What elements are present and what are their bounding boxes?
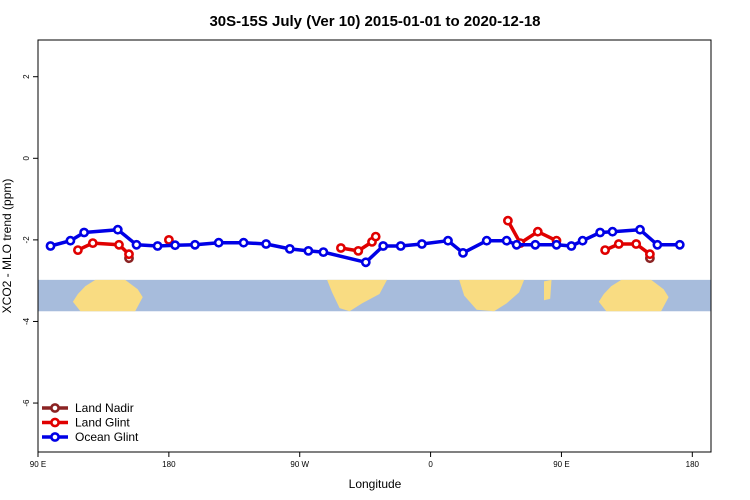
data-point-ocean-glint xyxy=(395,241,406,251)
data-point-land-glint xyxy=(600,245,610,255)
data-point-ocean-glint xyxy=(213,237,224,248)
data-point-ocean-glint xyxy=(112,224,123,235)
data-point-ocean-glint xyxy=(284,243,295,254)
data-point-land-glint xyxy=(114,239,124,250)
x-tick-label: 90 E xyxy=(30,460,46,469)
series-line-land-glint xyxy=(604,242,651,256)
chart-title: 30S-15S July (Ver 10) 2015-01-01 to 2020… xyxy=(209,13,540,30)
data-point-ocean-glint xyxy=(481,235,492,246)
data-point-ocean-glint xyxy=(261,239,271,249)
data-point-ocean-glint xyxy=(65,235,76,246)
data-point-ocean-glint xyxy=(652,239,663,250)
x-tick-label: 180 xyxy=(162,460,176,469)
data-point-ocean-glint xyxy=(566,241,577,251)
data-point-ocean-glint xyxy=(190,239,200,250)
series-land-nadir xyxy=(124,253,655,264)
data-point-ocean-glint xyxy=(152,241,163,251)
x-tick-label: 90 E xyxy=(553,460,569,469)
x-tick-label: 180 xyxy=(686,460,700,469)
y-axis: 2 0 -2 -4 -6 xyxy=(22,74,38,407)
data-point-ocean-glint xyxy=(131,239,142,250)
x-axis: 90 E 180 90 W 0 90 E 180 xyxy=(30,452,700,469)
data-point-land-glint xyxy=(87,238,98,248)
data-point-land-glint xyxy=(532,226,543,237)
map-band xyxy=(38,279,711,312)
legend-marker-land-nadir xyxy=(50,403,60,413)
data-point-land-glint xyxy=(370,231,381,242)
series-line-land-glint xyxy=(506,219,558,245)
x-axis-label: Longitude xyxy=(349,477,402,491)
data-point-land-glint xyxy=(353,245,364,256)
data-point-land-glint xyxy=(73,245,83,255)
data-point-ocean-glint xyxy=(674,239,685,250)
y-tick-label: 2 xyxy=(22,74,31,79)
data-point-ocean-glint xyxy=(416,239,427,249)
data-point-ocean-glint xyxy=(458,247,468,258)
data-point-land-glint xyxy=(163,234,174,245)
x-tick-label: 90 W xyxy=(290,460,309,469)
map-land-africa xyxy=(459,279,525,312)
data-point-ocean-glint xyxy=(45,241,56,251)
data-point-ocean-glint xyxy=(607,226,618,237)
data-point-ocean-glint xyxy=(511,239,522,250)
data-point-ocean-glint xyxy=(360,257,371,268)
map-land-australia-east xyxy=(598,279,669,312)
map-land-australia xyxy=(72,279,143,312)
data-point-land-glint xyxy=(645,249,655,260)
data-point-ocean-glint xyxy=(577,235,588,246)
x-tick-label: 0 xyxy=(428,460,433,469)
map-land-madagascar xyxy=(544,279,552,301)
data-point-ocean-glint xyxy=(443,235,453,246)
plot-frame xyxy=(37,39,712,453)
data-point-ocean-glint xyxy=(238,237,249,248)
data-point-ocean-glint xyxy=(551,239,562,250)
data-point-land-glint xyxy=(613,239,624,249)
data-point-ocean-glint xyxy=(318,247,329,257)
data-point-ocean-glint xyxy=(303,245,314,256)
series-line-land-glint xyxy=(77,241,131,256)
series-ocean-glint xyxy=(45,224,685,268)
data-point-land-glint xyxy=(335,243,346,253)
y-tick-label: 0 xyxy=(22,156,31,161)
y-tick-label: -4 xyxy=(22,317,31,325)
legend-label-land-nadir: Land Nadir xyxy=(75,401,134,415)
map-land-south-america xyxy=(327,279,387,312)
data-point-land-glint xyxy=(502,215,513,226)
legend-marker-land-glint xyxy=(50,417,60,428)
data-point-ocean-glint xyxy=(378,241,389,251)
legend-label-land-glint: Land Glint xyxy=(75,416,130,430)
series-land-glint xyxy=(73,215,655,260)
data-point-ocean-glint xyxy=(635,224,645,235)
legend-label-ocean-glint: Ocean Glint xyxy=(75,430,139,444)
y-tick-label: -6 xyxy=(22,399,31,407)
data-point-ocean-glint xyxy=(501,235,512,246)
legend-marker-ocean-glint xyxy=(50,432,60,442)
data-point-ocean-glint xyxy=(530,239,541,250)
data-point-ocean-glint xyxy=(595,227,605,238)
y-axis-label: XCO2 - MLO trend (ppm) xyxy=(0,179,14,314)
y-tick-label: -2 xyxy=(22,236,31,244)
data-point-land-glint xyxy=(124,249,134,260)
data-point-ocean-glint xyxy=(170,240,180,251)
data-point-land-glint xyxy=(631,239,642,249)
data-point-ocean-glint xyxy=(79,227,89,238)
series-layer xyxy=(45,215,685,268)
